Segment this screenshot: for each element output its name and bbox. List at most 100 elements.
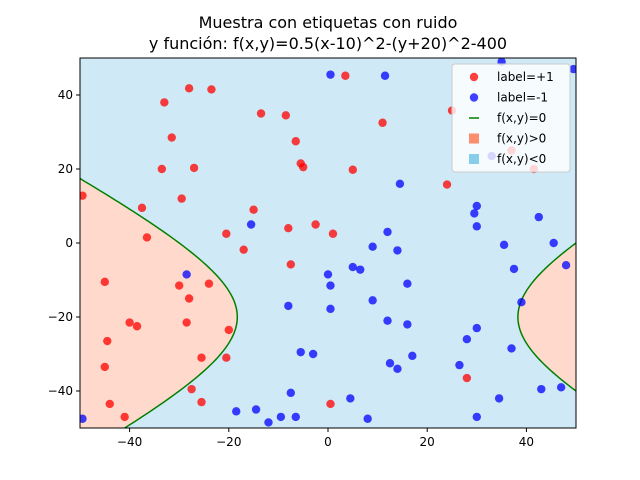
point-label-minus1 — [383, 227, 392, 237]
legend-marker — [469, 72, 479, 82]
point-label-plus1 — [100, 277, 110, 287]
point-label-minus1 — [462, 335, 472, 344]
point-label-plus1 — [222, 353, 231, 362]
point-label-plus1 — [100, 362, 110, 372]
point-label-plus1 — [299, 162, 308, 172]
point-label-plus1 — [328, 229, 338, 238]
point-label-plus1 — [142, 233, 152, 242]
boundary-curve-left — [80, 177, 239, 428]
point-label-minus1 — [380, 71, 390, 80]
point-label-plus1 — [311, 220, 320, 229]
point-label-minus1 — [368, 296, 377, 305]
point-label-plus1 — [184, 294, 194, 303]
point-label-minus1 — [509, 264, 519, 274]
point-label-minus1 — [549, 238, 558, 248]
point-label-plus1 — [137, 203, 147, 213]
legend-box — [451, 63, 571, 173]
point-label-plus1 — [125, 318, 134, 327]
point-label-plus1 — [189, 163, 199, 173]
point-label-plus1 — [105, 399, 114, 409]
point-label-plus1 — [341, 71, 350, 80]
point-label-minus1 — [251, 405, 261, 414]
point-label-minus1 — [323, 270, 333, 279]
point-label-minus1 — [403, 279, 412, 288]
legend-item: f(x,y)=0 — [469, 111, 546, 125]
point-label-minus1 — [383, 316, 392, 325]
x-tick-label: −40 — [117, 435, 142, 449]
point-label-minus1 — [470, 209, 479, 218]
point-label-minus1 — [346, 394, 355, 403]
legend-item: f(x,y)<0 — [469, 152, 546, 166]
point-label-minus1 — [80, 414, 87, 423]
point-label-minus1 — [395, 179, 405, 188]
point-label-plus1 — [120, 412, 129, 422]
point-label-minus1 — [326, 281, 335, 290]
point-label-minus1 — [499, 240, 509, 250]
point-label-minus1 — [455, 360, 464, 370]
point-label-minus1 — [356, 265, 365, 274]
point-label-plus1 — [197, 397, 206, 407]
point-label-plus1 — [177, 194, 186, 203]
point-label-minus1 — [534, 212, 543, 222]
point-label-minus1 — [326, 70, 335, 79]
point-label-plus1 — [207, 85, 216, 94]
point-label-minus1 — [537, 384, 546, 394]
point-label-plus1 — [157, 164, 167, 174]
legend-item: label=-1 — [469, 91, 548, 105]
point-label-plus1 — [80, 191, 87, 200]
point-label-minus1 — [286, 388, 295, 398]
point-label-minus1 — [182, 270, 191, 279]
point-label-plus1 — [167, 133, 176, 142]
y-tick-label: −20 — [48, 310, 73, 324]
legend-item: label=+1 — [469, 70, 554, 84]
legend-label: f(x,y)<0 — [497, 152, 546, 166]
point-label-plus1 — [378, 118, 387, 127]
boundary-curve-right — [517, 242, 576, 392]
x-tick-label: 0 — [324, 435, 332, 449]
x-axis: −40 −20 0 20 40 — [117, 428, 534, 449]
positive-region-left — [80, 178, 238, 428]
point-label-minus1 — [517, 298, 526, 307]
point-label-plus1 — [103, 336, 112, 346]
point-label-minus1 — [348, 262, 357, 272]
point-label-minus1 — [569, 64, 576, 74]
point-label-minus1 — [264, 418, 273, 427]
point-label-plus1 — [348, 165, 357, 174]
point-label-plus1 — [442, 180, 452, 189]
point-label-plus1 — [284, 224, 293, 233]
point-label-plus1 — [326, 399, 335, 409]
y-tick-label: 0 — [65, 236, 73, 250]
legend-marker — [469, 93, 479, 102]
point-label-minus1 — [472, 323, 481, 333]
legend-swatch — [469, 154, 479, 164]
point-label-minus1 — [472, 201, 481, 211]
point-label-minus1 — [561, 261, 571, 270]
point-label-plus1 — [249, 205, 258, 214]
point-label-minus1 — [276, 412, 286, 422]
point-label-plus1 — [187, 384, 196, 394]
point-label-minus1 — [494, 394, 504, 403]
point-label-minus1 — [556, 383, 566, 392]
x-tick-label: −20 — [216, 435, 241, 449]
x-tick-label: 20 — [420, 435, 435, 449]
y-tick-label: −40 — [48, 384, 73, 398]
positive-region-right — [517, 243, 576, 391]
point-label-plus1 — [462, 373, 472, 383]
chart-title-line1: Muestra con etiquetas con ruido — [199, 13, 458, 32]
point-label-minus1 — [363, 414, 372, 423]
point-label-plus1 — [239, 245, 248, 254]
point-label-plus1 — [204, 279, 214, 288]
legend-label: f(x,y)=0 — [497, 111, 546, 125]
point-label-minus1 — [291, 412, 300, 422]
legend-label: label=+1 — [497, 70, 554, 84]
legend: label=+1 label=-1 f(x,y)=0 f(x,y)>0 f(x,y)<0 — [451, 63, 571, 173]
point-label-minus1 — [284, 301, 293, 311]
points-layer — [80, 58, 576, 427]
point-label-plus1 — [132, 322, 142, 331]
point-label-minus1 — [308, 349, 318, 359]
point-label-minus1 — [507, 344, 516, 353]
point-label-plus1 — [222, 229, 231, 238]
point-label-minus1 — [403, 320, 412, 329]
y-tick-label: 40 — [58, 88, 73, 102]
